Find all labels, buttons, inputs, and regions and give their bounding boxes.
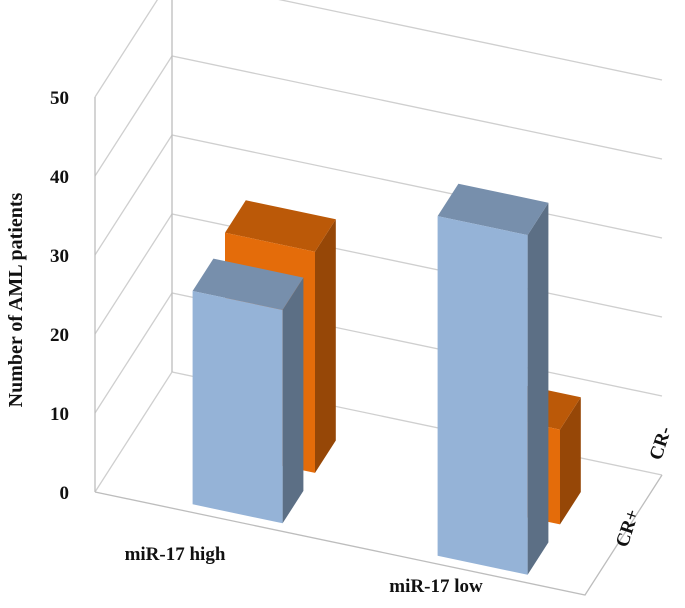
gridline [94, 213, 663, 335]
y-axis-label: Number of AML patients [5, 192, 27, 407]
bar-front [437, 216, 528, 575]
category-label-mir17-low: miR-17 low [389, 576, 483, 597]
bar [192, 258, 304, 524]
gridlines [94, 0, 663, 596]
gridline [94, 292, 663, 414]
bar-top [437, 183, 549, 236]
bar-side [560, 397, 581, 525]
bars [192, 183, 581, 575]
y-tick-label: 40 [50, 167, 69, 188]
y-tick-label: 0 [60, 483, 70, 504]
y-tick-label: 50 [50, 88, 69, 109]
bar-side [527, 202, 549, 575]
bar [437, 183, 549, 575]
depth-label-cr-minus: CR- [646, 424, 676, 463]
depth-label-cr-plus: CR+ [612, 507, 644, 550]
gridline [94, 134, 663, 256]
gridline [94, 0, 663, 98]
bar-side [282, 277, 304, 524]
y-tick-label: 20 [50, 325, 69, 346]
y-tick-labels: 0 10 20 30 40 50 [50, 88, 69, 504]
bar-top [192, 258, 304, 310]
gridline [94, 55, 663, 177]
bar-top [225, 200, 336, 252]
bar-side [315, 219, 336, 473]
y-tick-label: 10 [50, 404, 69, 425]
floor-edge [94, 474, 663, 596]
bar-front [192, 291, 283, 524]
y-tick-label: 30 [50, 246, 69, 267]
category-label-mir17-high: miR-17 high [125, 544, 226, 565]
